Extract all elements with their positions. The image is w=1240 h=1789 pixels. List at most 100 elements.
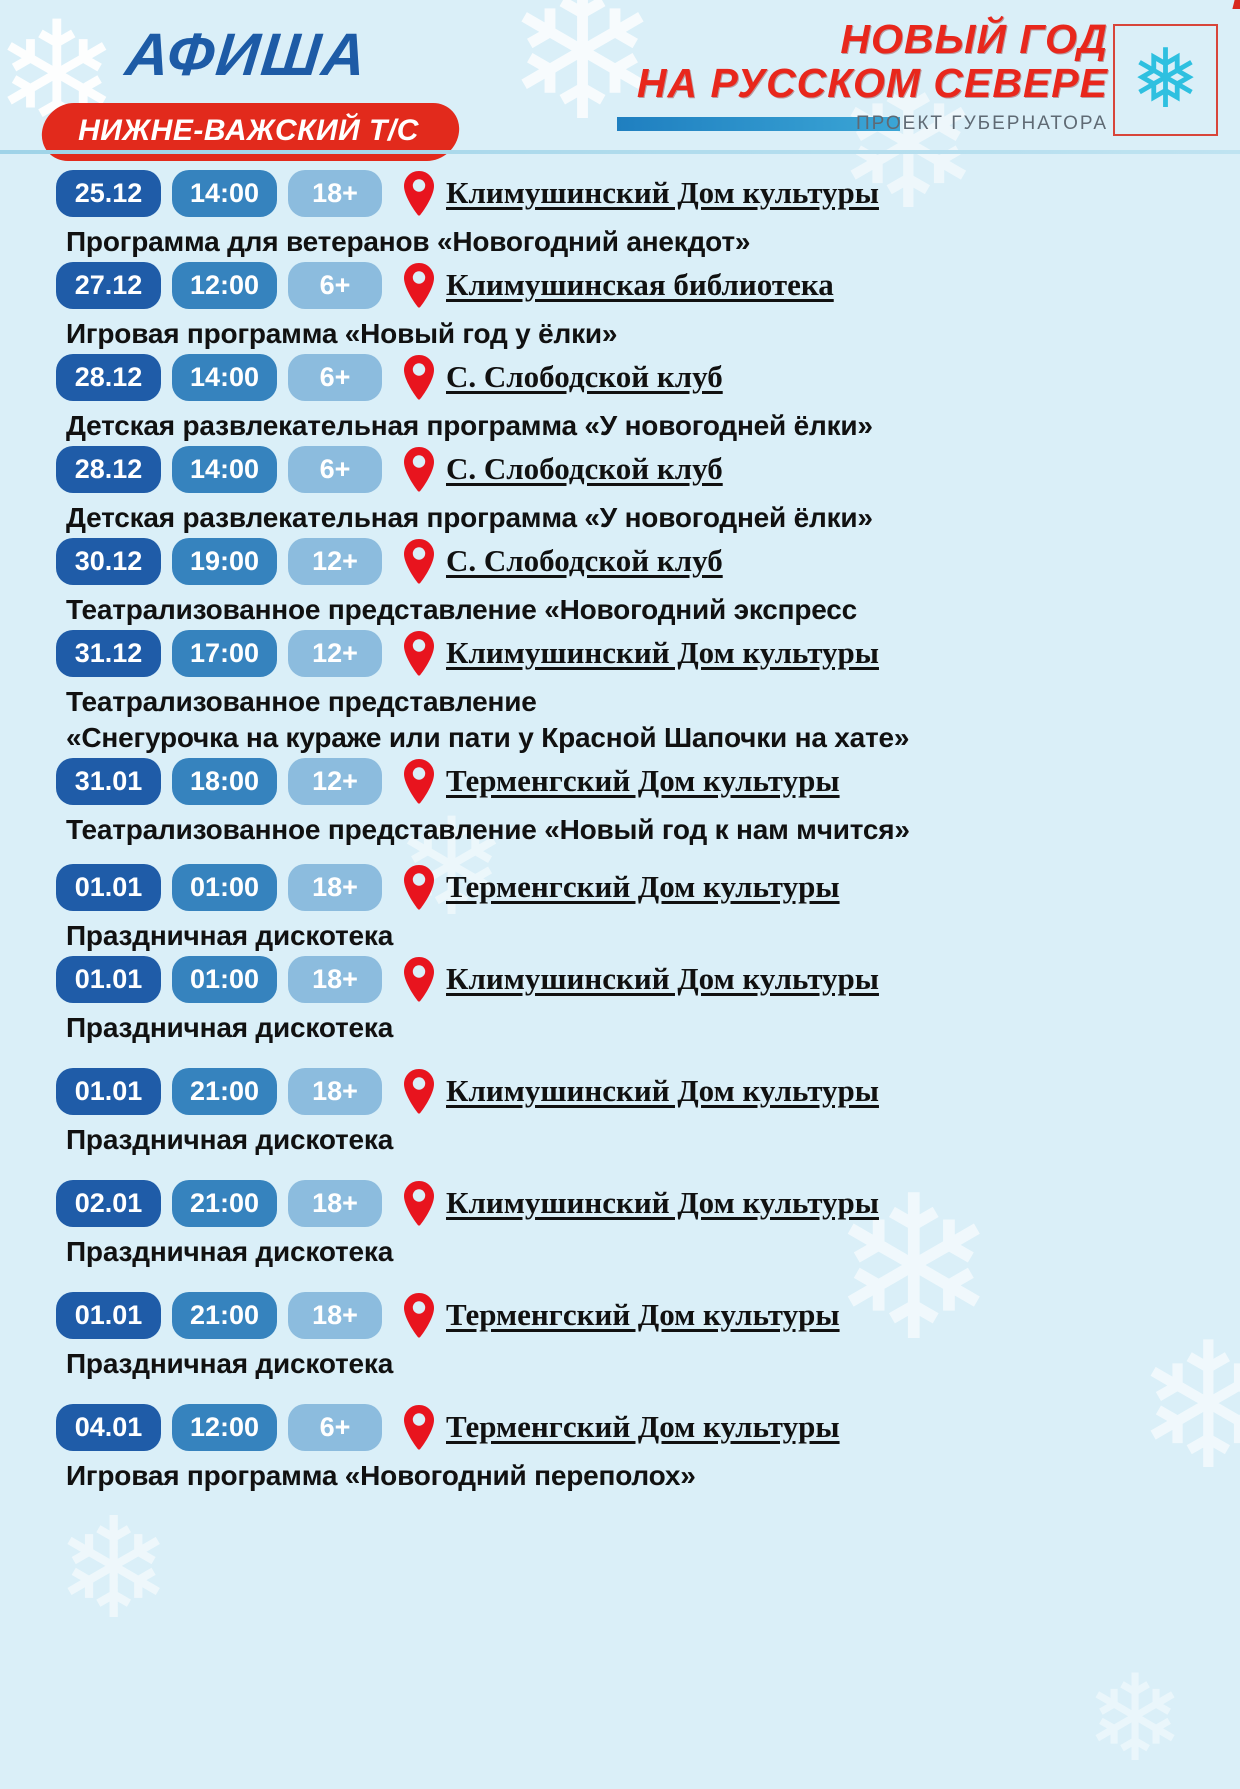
event-time-pill[interactable]: 14:00 — [172, 169, 277, 217]
brand-rule — [617, 117, 900, 131]
event-venue-link[interactable]: Терменгский Дом культуры — [446, 763, 840, 798]
location-pin-icon — [396, 262, 442, 308]
event-meta-row: 01.01 01:00 18+ Терменгский Дом культуры — [56, 862, 1240, 912]
event-age-pill[interactable]: 18+ — [288, 1179, 382, 1227]
location-pin-icon — [396, 1068, 442, 1114]
event-age-pill[interactable]: 18+ — [288, 1067, 382, 1115]
event-time-pill[interactable]: 21:00 — [172, 1291, 277, 1339]
event-time-pill[interactable]: 18:00 — [172, 757, 277, 805]
event-venue-link[interactable]: Климушинский Дом культуры — [446, 961, 879, 996]
event-venue-link[interactable]: Климушинский Дом культуры — [446, 635, 879, 670]
event-item: 30.12 19:00 12+ С. Слободской клуб Театрализ… — [0, 536, 1240, 628]
event-age-pill[interactable]: 18+ — [288, 955, 382, 1003]
event-time-pill[interactable]: 21:00 — [172, 1179, 277, 1227]
event-meta-row: 02.01 21:00 18+ Климушинский Дом культуры — [56, 1178, 1240, 1228]
event-meta-row: 28.12 14:00 6+ С. Слободской клуб — [56, 444, 1240, 494]
event-venue-link[interactable]: Климушинский Дом культуры — [446, 175, 879, 210]
page-title: АФИША — [122, 21, 372, 88]
event-time-pill[interactable]: 14:00 — [172, 353, 277, 401]
event-time-pill[interactable]: 12:00 — [172, 1403, 277, 1451]
event-venue-link[interactable]: Терменгский Дом культуры — [446, 869, 840, 904]
event-age-pill[interactable]: 12+ — [288, 757, 382, 805]
event-venue-link[interactable]: С. Слободской клуб — [446, 543, 723, 578]
event-venue-link[interactable]: Климушинский Дом культуры — [446, 1185, 879, 1220]
location-pin-icon — [396, 1180, 442, 1226]
event-item: 31.12 17:00 12+ Климушинский Дом культуры Те… — [0, 628, 1240, 756]
event-age-pill[interactable]: 18+ — [288, 169, 382, 217]
event-description: Театрализованное представление «Новый го… — [66, 814, 910, 845]
event-time-pill[interactable]: 12:00 — [172, 261, 277, 309]
brand-line-1: НОВЫЙ ГОД — [840, 16, 1108, 62]
event-item: 27.12 12:00 6+ Климушинская библиотека Игров… — [0, 260, 1240, 352]
event-date-pill[interactable]: 04.01 — [56, 1403, 161, 1451]
territory-badge-label: НИЖНЕ-ВАЖСКИЙ Т/С — [78, 114, 419, 147]
event-description: Детская развлекательная программа «У нов… — [66, 410, 873, 441]
event-time-pill[interactable]: 14:00 — [172, 445, 277, 493]
event-description: Праздничная дискотека — [66, 1236, 394, 1267]
event-date-pill[interactable]: 01.01 — [56, 955, 161, 1003]
event-item: 04.01 12:00 6+ Терменгский Дом культуры Игро… — [0, 1402, 1240, 1494]
event-time-pill[interactable]: 19:00 — [172, 537, 277, 585]
event-time-pill[interactable]: 01:00 — [172, 863, 277, 911]
brand-block: НОВЫЙ ГОД НА РУССКОМ СЕВЕРЕ ПРОЕКТ ГУБЕР… — [616, 18, 1226, 144]
event-time-pill[interactable]: 21:00 — [172, 1067, 277, 1115]
snowflake-icon: ❄ — [1085, 1650, 1186, 1789]
event-date-pill[interactable]: 28.12 — [56, 353, 161, 401]
event-date-pill[interactable]: 28.12 — [56, 445, 161, 493]
location-pin-icon — [396, 1404, 442, 1450]
event-venue-link[interactable]: Климушинская библиотека — [446, 267, 834, 302]
event-date-pill[interactable]: 02.01 — [56, 1179, 161, 1227]
poster-header: АФИША НИЖНЕ-ВАЖСКИЙ Т/С НОВЫЙ ГОД НА РУС… — [0, 0, 1240, 161]
event-description: Программа для ветеранов «Новогодний анек… — [66, 226, 751, 257]
snowflake-icon: ❅ — [1131, 32, 1200, 127]
event-date-pill[interactable]: 01.01 — [56, 863, 161, 911]
event-date-pill[interactable]: 01.01 — [56, 1291, 161, 1339]
location-pin-icon — [396, 170, 442, 216]
event-meta-row: 01.01 21:00 18+ Климушинский Дом культуры — [56, 1066, 1240, 1116]
event-age-pill[interactable]: 18+ — [288, 863, 382, 911]
event-date-pill[interactable]: 27.12 — [56, 261, 161, 309]
brand-subtitle: ПРОЕКТ ГУБЕРНАТОРА — [855, 113, 1108, 134]
event-venue-link[interactable]: С. Слободской клуб — [446, 359, 723, 394]
event-item: 02.01 21:00 18+ Климушинский Дом культуры Пр… — [0, 1178, 1240, 1270]
event-age-pill[interactable]: 6+ — [288, 1403, 382, 1451]
event-date-pill[interactable]: 31.01 — [56, 757, 161, 805]
event-age-pill[interactable]: 6+ — [288, 445, 382, 493]
location-pin-icon — [396, 864, 442, 910]
event-venue-link[interactable]: С. Слободской клуб — [446, 451, 723, 486]
event-venue-link[interactable]: Терменгский Дом культуры — [446, 1409, 840, 1444]
event-description: Игровая программа «Новогодний переполох» — [66, 1460, 696, 1491]
event-item: 01.01 21:00 18+ Климушинский Дом культуры Пр… — [0, 1066, 1240, 1158]
event-time-pill[interactable]: 01:00 — [172, 955, 277, 1003]
event-date-pill[interactable]: 31.12 — [56, 629, 161, 677]
event-meta-row: 04.01 12:00 6+ Терменгский Дом культуры — [56, 1402, 1240, 1452]
event-age-pill[interactable]: 6+ — [288, 353, 382, 401]
event-description: Праздничная дискотека — [66, 1348, 394, 1379]
event-age-pill[interactable]: 18+ — [288, 1291, 382, 1339]
event-age-pill[interactable]: 12+ — [288, 629, 382, 677]
event-age-pill[interactable]: 12+ — [288, 537, 382, 585]
event-meta-row: 28.12 14:00 6+ С. Слободской клуб — [56, 352, 1240, 402]
event-description: Праздничная дискотека — [66, 1012, 394, 1043]
event-meta-row: 01.01 01:00 18+ Климушинский Дом культуры — [56, 954, 1240, 1004]
event-date-pill[interactable]: 01.01 — [56, 1067, 161, 1115]
event-date-pill[interactable]: 25.12 — [56, 169, 161, 217]
event-description: Праздничная дискотека — [66, 1124, 394, 1155]
event-venue-link[interactable]: Климушинский Дом культуры — [446, 1073, 879, 1108]
event-age-pill[interactable]: 6+ — [288, 261, 382, 309]
location-pin-icon — [396, 630, 442, 676]
brand-line-2: НА РУССКОМ СЕВЕРЕ — [636, 60, 1108, 106]
event-item: 01.01 01:00 18+ Климушинский Дом культуры Пр… — [0, 954, 1240, 1046]
event-item: 28.12 14:00 6+ С. Слободской клуб Детская ра… — [0, 444, 1240, 536]
event-item: 25.12 14:00 18+ Климушинский Дом культуры Пр… — [0, 168, 1240, 260]
event-date-pill[interactable]: 30.12 — [56, 537, 161, 585]
event-description: Театрализованное представление «Новогодн… — [66, 594, 858, 625]
event-meta-row: 30.12 19:00 12+ С. Слободской клуб — [56, 536, 1240, 586]
event-time-pill[interactable]: 17:00 — [172, 629, 277, 677]
event-venue-link[interactable]: Терменгский Дом культуры — [446, 1297, 840, 1332]
event-description: Игровая программа «Новый год у ёлки» — [66, 318, 618, 349]
event-meta-row: 31.12 17:00 12+ Климушинский Дом культуры — [56, 628, 1240, 678]
event-description-line-2: «Снегурочка на кураже или пати у Красной… — [66, 722, 910, 753]
location-pin-icon — [396, 354, 442, 400]
event-meta-row: 25.12 14:00 18+ Климушинский Дом культуры — [56, 168, 1240, 218]
